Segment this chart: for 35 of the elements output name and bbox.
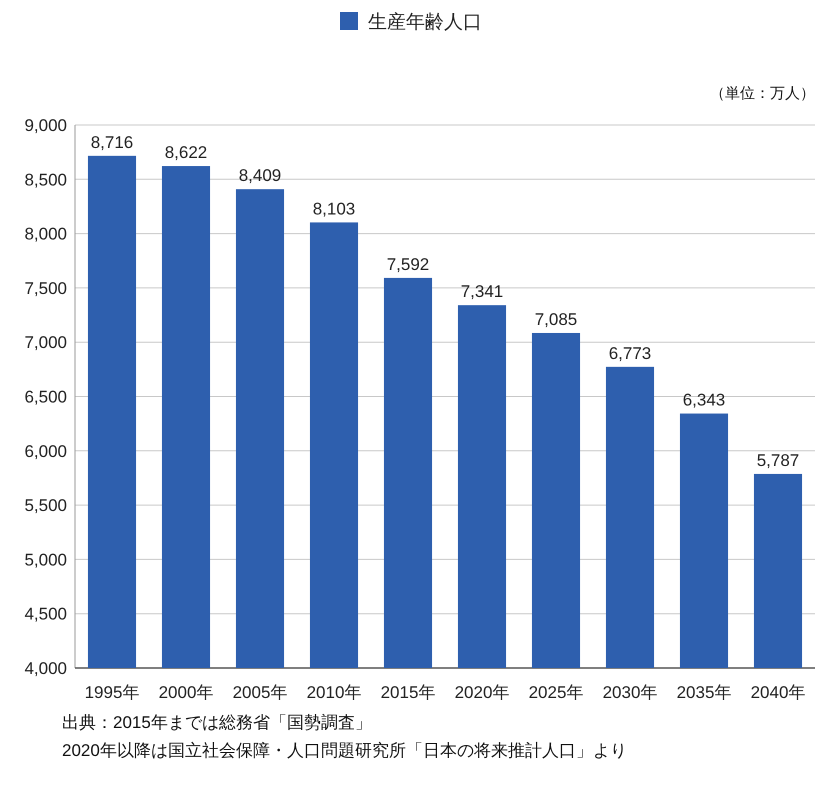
x-tick-label: 2040年	[750, 683, 806, 702]
x-tick-label: 2015年	[380, 683, 436, 702]
data-label: 7,341	[460, 282, 504, 302]
data-label: 7,085	[534, 310, 578, 329]
data-label: 5,787	[756, 450, 800, 470]
data-label: 8,103	[312, 199, 356, 218]
data-label: 8,716	[90, 132, 134, 152]
y-tick-label: 5,500	[24, 496, 67, 516]
y-tick-label: 9,000	[24, 116, 67, 135]
y-tick-label: 6,000	[24, 442, 67, 461]
x-tick-label: 1995年	[84, 683, 140, 702]
y-tick-label: 8,000	[24, 224, 67, 244]
data-label: 6,773	[608, 344, 652, 363]
data-label: 6,343	[682, 390, 726, 410]
source-note: 出典：2015年までは総務省「国勢調査」	[62, 713, 372, 732]
data-label: 8,622	[164, 143, 208, 162]
x-tick-label: 2035年	[676, 683, 732, 702]
x-tick-label: 2005年	[232, 683, 288, 702]
x-tick-label: 2030年	[602, 683, 658, 702]
x-tick-label: 2010年	[306, 683, 362, 702]
data-label: 7,592	[386, 254, 430, 274]
data-label: 8,409	[238, 166, 282, 186]
y-tick-label: 7,500	[24, 278, 67, 298]
legend-label: 生産年齢人口	[368, 11, 482, 33]
y-tick-label: 8,500	[24, 170, 67, 190]
y-tick-label: 6,500	[24, 388, 67, 406]
text: （単位：万人）	[710, 85, 815, 102]
x-tick-label: 2025年	[528, 683, 584, 702]
y-tick-label: 7,000	[24, 333, 67, 352]
text: 2020年以降は国立社会保障・人口問題研究所「日本の将来推計人口」より	[62, 741, 627, 760]
x-tick-label: 2000年	[158, 683, 214, 702]
y-tick-label: 5,000	[24, 550, 67, 570]
y-tick-label: 4,500	[24, 604, 67, 624]
y-tick-label: 4,000	[24, 659, 67, 678]
x-tick-label: 2020年	[454, 683, 510, 702]
